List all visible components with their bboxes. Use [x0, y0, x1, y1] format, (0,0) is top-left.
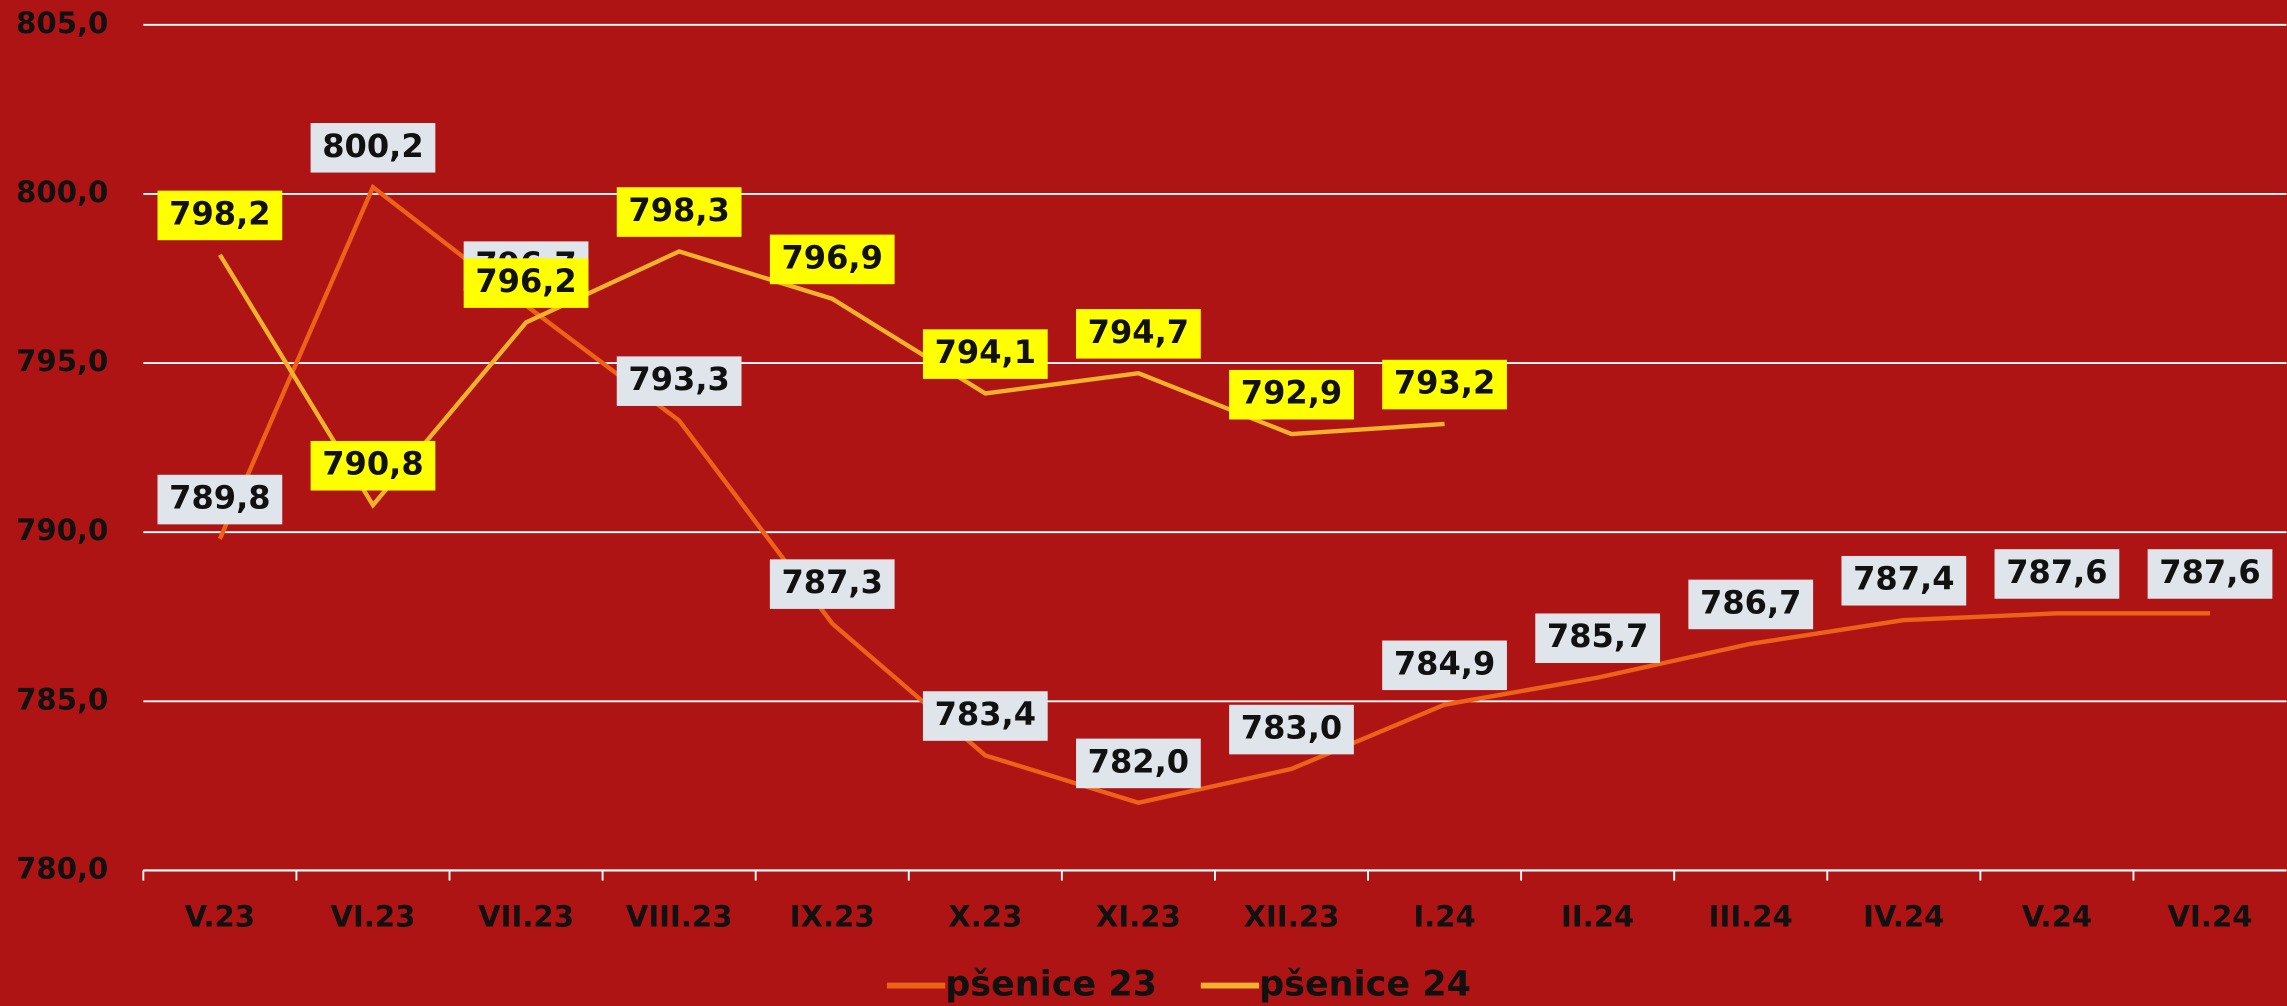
value-label-bg	[1382, 640, 1507, 691]
x-tick-label: VI.24	[2167, 900, 2252, 934]
value-label-bg	[2147, 549, 2273, 599]
value-label-bg	[1535, 613, 1661, 664]
value-label: 784,9	[1382, 640, 1507, 691]
x-tick-label: I.24	[1413, 900, 1475, 934]
value-label-bg	[616, 187, 742, 237]
x-tick-label: X.23	[948, 900, 1022, 934]
value-label-bg	[769, 234, 895, 285]
value-label-bg	[310, 440, 436, 491]
x-tick-label: VII.23	[478, 900, 574, 934]
legend-label: pšenice 23	[945, 965, 1157, 1005]
value-label-text: 783,0	[1241, 709, 1342, 747]
x-tick-label: III.24	[1709, 900, 1793, 934]
x-tick-label: II.24	[1561, 900, 1634, 934]
value-label-text: 784,9	[1394, 644, 1495, 682]
value-label: 798,2	[157, 190, 283, 241]
value-label-text: 785,7	[1547, 617, 1648, 655]
value-label: 792,9	[1229, 369, 1354, 420]
value-label-bg	[1229, 369, 1354, 420]
value-label-bg	[922, 691, 1048, 741]
value-label: 787,6	[2147, 549, 2273, 599]
value-label: 789,8	[157, 474, 283, 525]
y-tick-label: 805,0	[16, 6, 108, 40]
value-label-bg	[1076, 309, 1201, 359]
value-label-text: 796,2	[475, 262, 576, 300]
value-label-bg	[1994, 549, 2120, 599]
value-label-text: 796,9	[782, 238, 883, 276]
x-tick-label: IX.23	[790, 900, 875, 934]
value-label: 783,0	[1229, 704, 1354, 755]
value-label-text: 786,7	[1700, 583, 1801, 621]
value-label-bg	[1229, 704, 1354, 755]
value-label: 796,2	[463, 258, 589, 308]
value-label-text: 800,2	[322, 127, 423, 165]
value-label: 793,2	[1382, 359, 1507, 410]
value-label-text: 798,2	[169, 194, 270, 232]
value-label-bg	[1841, 555, 1967, 606]
value-label-text: 793,2	[1394, 364, 1495, 402]
value-label: 785,7	[1535, 613, 1661, 664]
value-label-text: 783,4	[935, 695, 1036, 733]
value-label-text: 793,3	[628, 360, 729, 398]
legend-label: pšenice 24	[1259, 965, 1471, 1005]
value-label-text: 787,6	[2159, 553, 2260, 591]
x-tick-label: V.23	[185, 900, 255, 934]
x-tick-label: XII.23	[1244, 900, 1340, 934]
x-tick-label: VIII.23	[626, 900, 733, 934]
value-label-bg	[157, 190, 283, 241]
value-label: 783,4	[922, 691, 1048, 741]
value-label-text: 787,4	[1853, 560, 1954, 598]
value-label-text: 792,9	[1241, 374, 1342, 412]
value-label-bg	[157, 474, 283, 525]
value-label-text: 787,6	[2006, 553, 2107, 591]
series-line	[217, 183, 2211, 806]
y-tick-label: 790,0	[16, 513, 108, 547]
value-label: 800,2	[310, 122, 436, 173]
x-tick-label: V.24	[2022, 900, 2092, 934]
value-label-bg	[463, 258, 589, 308]
x-tick-label: VI.23	[330, 900, 415, 934]
value-label: 793,3	[616, 356, 742, 406]
x-tick-label: IV.24	[1863, 900, 1944, 934]
value-label-text: 790,8	[322, 445, 423, 483]
value-label-text: 787,3	[782, 563, 883, 601]
value-label: 796,9	[769, 234, 895, 285]
value-label: 794,7	[1076, 309, 1201, 359]
value-label-text: 794,7	[1088, 313, 1189, 351]
value-label-text: 798,3	[628, 191, 729, 229]
value-label-bg	[1076, 738, 1201, 789]
value-label-bg	[1688, 579, 1814, 630]
value-label: 786,7	[1688, 579, 1814, 630]
y-tick-label: 795,0	[16, 344, 108, 378]
value-label-text: 794,1	[935, 333, 1036, 371]
value-label: 787,6	[1994, 549, 2120, 599]
value-label-text: 782,0	[1088, 742, 1189, 780]
x-tick-label: XI.23	[1096, 900, 1181, 934]
value-label: 794,1	[922, 329, 1048, 379]
value-label-bg	[616, 356, 742, 406]
value-label-bg	[1382, 359, 1507, 410]
value-label: 798,3	[616, 187, 742, 237]
value-label-bg	[310, 122, 436, 173]
y-tick-label: 780,0	[16, 851, 108, 885]
value-label: 787,4	[1841, 555, 1967, 606]
y-tick-label: 785,0	[16, 682, 108, 716]
value-label-text: 789,8	[169, 479, 270, 517]
value-label: 787,3	[769, 559, 895, 609]
value-label-bg	[922, 329, 1048, 379]
value-label: 790,8	[310, 440, 436, 491]
value-label: 782,0	[1076, 738, 1201, 789]
value-label-bg	[769, 559, 895, 609]
y-tick-label: 800,0	[16, 175, 108, 209]
